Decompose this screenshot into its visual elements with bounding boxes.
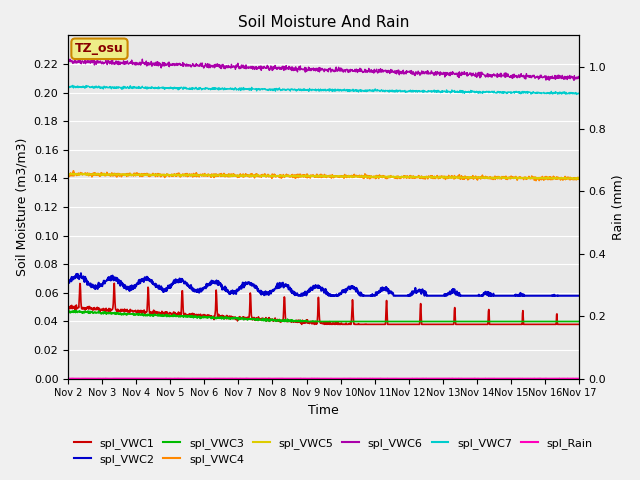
spl_VWC5	[179, 172, 186, 178]
spl_VWC4	[470, 176, 477, 182]
X-axis label: Time: Time	[308, 404, 339, 417]
spl_VWC4	[70, 168, 77, 174]
spl_VWC5	[563, 176, 571, 182]
spl_VWC5	[403, 174, 411, 180]
spl_VWC4	[532, 178, 540, 183]
spl_VWC4	[403, 175, 411, 180]
spl_VWC1	[111, 280, 118, 286]
spl_Rain	[511, 375, 518, 381]
Line: spl_VWC1: spl_VWC1	[68, 283, 579, 324]
spl_VWC2	[179, 277, 186, 283]
spl_VWC6	[575, 74, 583, 80]
spl_VWC4	[236, 174, 243, 180]
spl_VWC7	[575, 91, 583, 96]
spl_VWC4	[166, 172, 173, 178]
spl_VWC2	[470, 293, 477, 299]
spl_VWC7	[166, 85, 173, 91]
spl_VWC2	[166, 284, 173, 290]
spl_VWC3	[280, 319, 288, 324]
spl_VWC1	[515, 322, 523, 327]
spl_VWC5	[64, 171, 72, 177]
spl_VWC6	[166, 62, 173, 68]
spl_VWC1	[310, 322, 318, 327]
spl_Rain	[218, 375, 225, 381]
spl_VWC3	[64, 308, 72, 313]
spl_VWC4	[64, 173, 72, 179]
spl_VWC7	[179, 85, 186, 91]
spl_VWC5	[515, 175, 522, 180]
spl_VWC5	[72, 171, 80, 177]
spl_VWC1	[236, 315, 243, 321]
spl_VWC5	[236, 173, 243, 179]
spl_VWC3	[403, 319, 411, 324]
spl_VWC4	[575, 176, 583, 181]
spl_VWC7	[236, 87, 243, 93]
spl_VWC3	[179, 313, 186, 319]
spl_VWC3	[72, 308, 79, 313]
spl_Rain	[166, 375, 173, 381]
spl_VWC7	[470, 89, 477, 95]
spl_VWC4	[515, 175, 522, 180]
spl_VWC1	[470, 322, 477, 327]
spl_VWC6	[570, 77, 578, 83]
spl_VWC6	[64, 58, 72, 63]
spl_VWC2	[236, 284, 243, 290]
spl_VWC2	[403, 293, 411, 299]
spl_VWC1	[64, 304, 72, 310]
Y-axis label: Rain (mm): Rain (mm)	[612, 174, 625, 240]
spl_VWC6	[403, 70, 411, 75]
spl_VWC2	[64, 279, 72, 285]
Line: spl_VWC3: spl_VWC3	[68, 311, 579, 322]
spl_VWC3	[470, 319, 477, 324]
spl_VWC4	[179, 172, 186, 178]
spl_VWC6	[236, 66, 243, 72]
Legend: spl_VWC1, spl_VWC2, spl_VWC3, spl_VWC4, spl_VWC5, spl_VWC6, spl_VWC7, spl_Rain: spl_VWC1, spl_VWC2, spl_VWC3, spl_VWC4, …	[70, 433, 597, 469]
Title: Soil Moisture And Rain: Soil Moisture And Rain	[238, 15, 409, 30]
spl_VWC6	[515, 72, 522, 78]
spl_VWC7	[64, 84, 72, 89]
spl_VWC5	[575, 175, 583, 181]
spl_VWC3	[166, 313, 173, 319]
spl_VWC6	[470, 72, 477, 78]
spl_Rain	[178, 375, 186, 381]
spl_VWC7	[515, 89, 522, 95]
spl_VWC6	[138, 56, 146, 62]
spl_VWC3	[236, 315, 243, 321]
spl_VWC1	[403, 322, 411, 327]
spl_Rain	[236, 375, 243, 381]
Line: spl_VWC2: spl_VWC2	[68, 273, 579, 296]
spl_Rain	[64, 375, 72, 381]
spl_VWC1	[166, 310, 173, 315]
spl_VWC7	[573, 92, 580, 97]
spl_Rain	[403, 375, 411, 381]
spl_Rain	[575, 375, 583, 381]
spl_VWC6	[179, 61, 186, 67]
Line: spl_VWC6: spl_VWC6	[68, 59, 579, 80]
spl_VWC2	[296, 293, 303, 299]
Line: spl_VWC7: spl_VWC7	[68, 85, 579, 95]
Line: spl_VWC4: spl_VWC4	[68, 171, 579, 180]
Text: TZ_osu: TZ_osu	[75, 42, 124, 55]
spl_VWC5	[166, 172, 173, 178]
spl_VWC3	[575, 319, 583, 324]
spl_VWC1	[179, 288, 186, 294]
spl_Rain	[470, 375, 477, 381]
spl_VWC1	[575, 322, 583, 327]
spl_VWC5	[470, 174, 477, 180]
spl_VWC2	[515, 293, 523, 299]
spl_Rain	[515, 375, 523, 381]
Y-axis label: Soil Moisture (m3/m3): Soil Moisture (m3/m3)	[15, 138, 28, 276]
spl_VWC7	[403, 88, 411, 94]
spl_VWC3	[515, 319, 523, 324]
spl_VWC7	[69, 83, 77, 88]
Line: spl_VWC5: spl_VWC5	[68, 174, 579, 179]
spl_VWC2	[575, 293, 583, 299]
spl_VWC2	[77, 270, 84, 276]
